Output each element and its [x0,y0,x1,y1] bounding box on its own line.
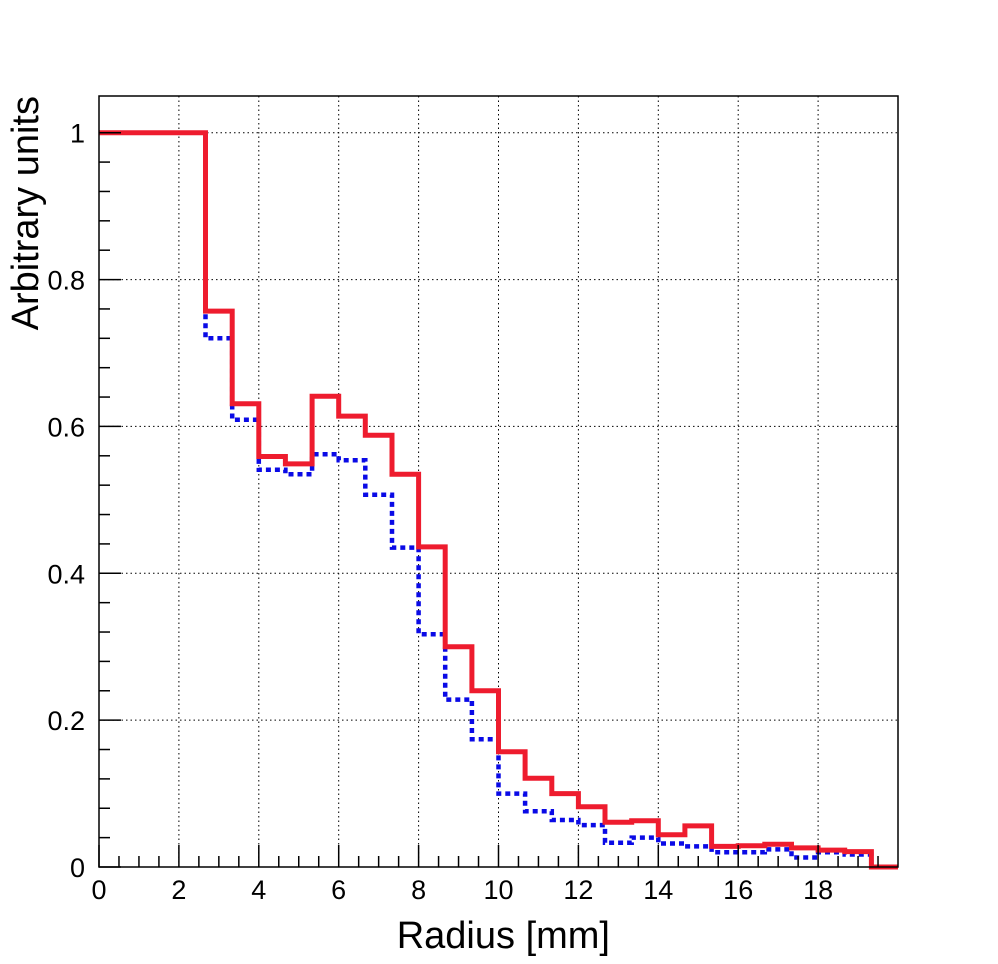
y-tick-label-0: 0 [70,853,85,883]
x-tick-label-3: 6 [331,875,346,905]
y-tick-label-3: 0.6 [47,412,85,442]
x-tick-label-5: 10 [483,875,513,905]
y-axis-title: Arbitrary units [5,96,47,330]
y-tick-label-4: 0.8 [47,266,85,296]
x-tick-label-9: 18 [803,875,833,905]
x-tick-label-6: 12 [563,875,593,905]
y-tick-label-5: 1 [70,119,85,149]
y-tick-label-2: 0.4 [47,559,85,589]
series-layer [99,130,898,870]
series-line-0 [99,130,898,870]
x-tick-label-0: 0 [91,875,106,905]
x-tick-label-4: 8 [411,875,426,905]
x-tick-label-1: 2 [171,875,186,905]
x-tick-label-7: 14 [643,875,673,905]
ticks [98,131,879,868]
x-axis-title: Radius [mm] [397,915,610,957]
y-tick-label-1: 0.2 [47,706,85,736]
x-tick-label-2: 4 [251,875,266,905]
x-tick-label-8: 16 [723,875,753,905]
tick-labels: 0 2 4 6 8 10 12 14 16 18 0 0.2 0.4 0.6 0.8 1 [47,119,833,905]
